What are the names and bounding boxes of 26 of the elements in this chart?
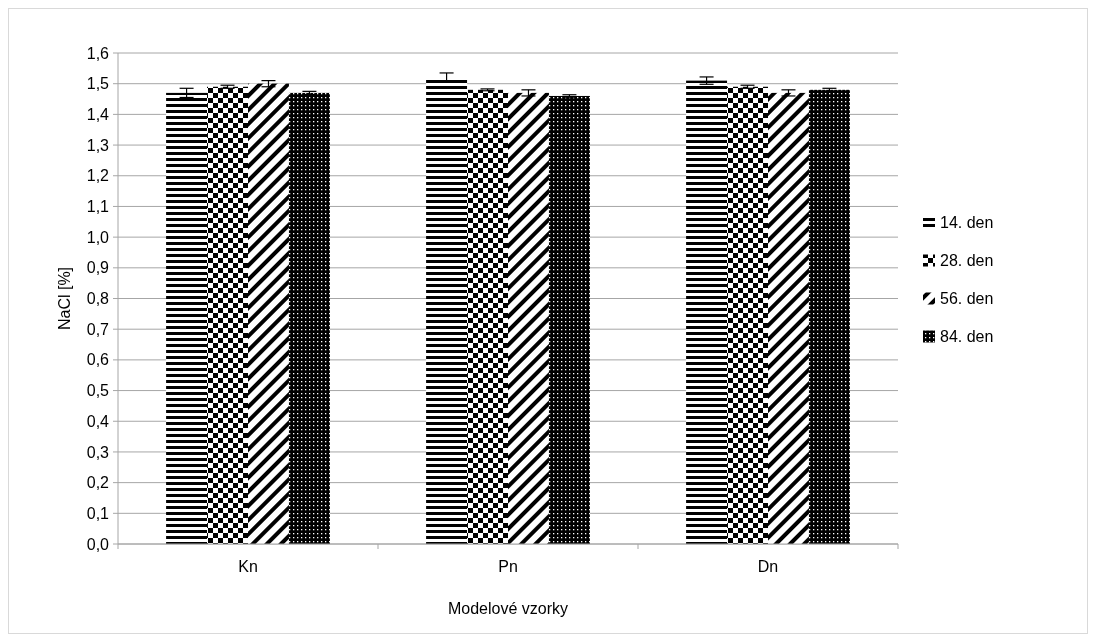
y-axis-title: NaCl [%] xyxy=(56,266,73,331)
y-tick-label: 0,6 xyxy=(86,351,110,369)
x-tick-label: Kn xyxy=(238,558,258,575)
y-tick-label: 1,0 xyxy=(86,228,110,246)
legend-label: 56. den xyxy=(940,290,994,308)
legend-label: 84. den xyxy=(940,328,994,346)
y-tick-label: 0,7 xyxy=(86,320,110,338)
y-tick-label: 1,4 xyxy=(86,105,110,123)
y-tick-label: 1,6 xyxy=(86,44,110,62)
y-tick-label: 0,8 xyxy=(86,290,110,308)
y-tick-label: 0,0 xyxy=(86,535,110,553)
y-tick-label: 0,1 xyxy=(86,504,110,522)
y-tick-label: 0,3 xyxy=(86,443,110,461)
y-tick-label: 1,1 xyxy=(86,198,110,216)
legend-label: 28. den xyxy=(940,252,994,270)
x-tick-label: Pn xyxy=(498,558,518,575)
y-tick-label: 1,5 xyxy=(86,75,110,93)
y-tick-label: 0,2 xyxy=(86,474,110,492)
x-axis-title: Modelové vzorky xyxy=(447,600,569,617)
x-tick-label: Dn xyxy=(757,558,779,575)
y-tick-label: 0,9 xyxy=(86,259,110,277)
y-tick-label: 1,3 xyxy=(86,136,110,154)
legend-label: 14. den xyxy=(940,214,994,232)
y-tick-label: 0,4 xyxy=(86,412,110,430)
y-tick-label: 0,5 xyxy=(86,382,110,400)
y-tick-label: 1,2 xyxy=(86,167,110,185)
